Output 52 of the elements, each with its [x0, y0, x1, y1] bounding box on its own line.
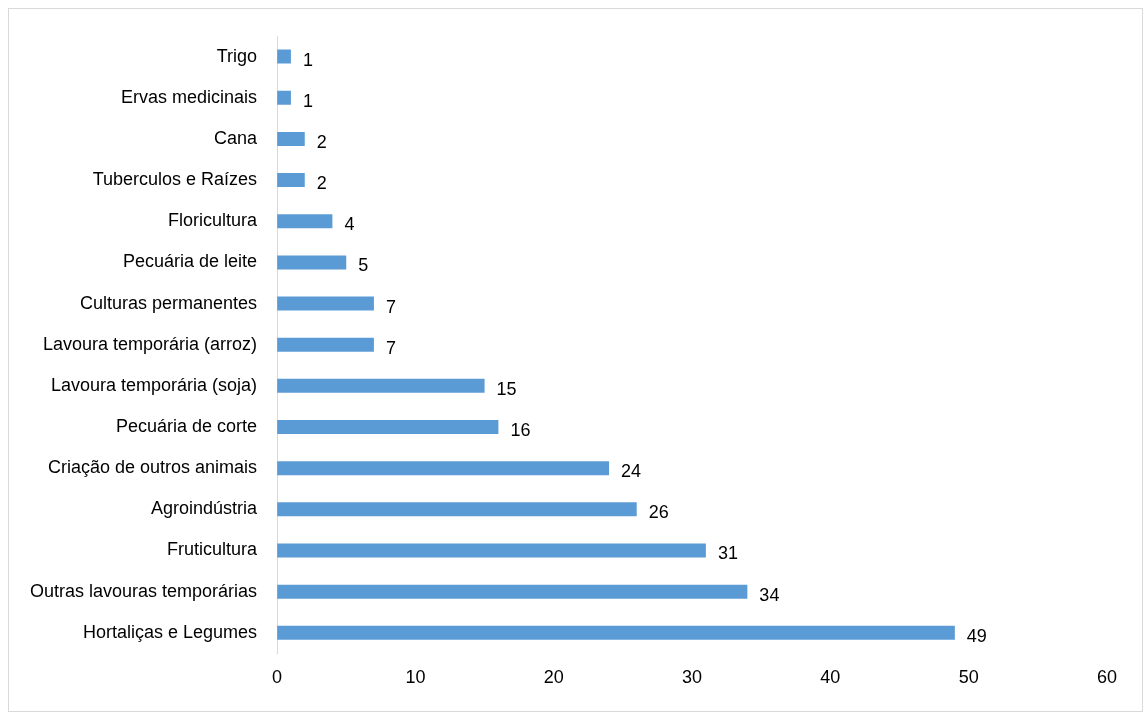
x-tick-label: 60: [1096, 667, 1118, 688]
data-label: 16: [510, 419, 531, 440]
data-label: 7: [385, 296, 396, 317]
bar: [277, 584, 748, 599]
data-label: 26: [648, 502, 669, 523]
data-label: 2: [316, 173, 327, 194]
y-tick-label: Lavoura temporária (arroz): [43, 333, 258, 354]
bar: [277, 420, 499, 435]
data-label: 34: [759, 584, 780, 605]
x-tick-label: 30: [682, 667, 703, 688]
bar: [277, 502, 637, 517]
data-label: 1: [302, 90, 313, 111]
x-tick-label: 40: [820, 667, 841, 688]
data-label: 1: [302, 49, 313, 70]
y-tick-label: Pecuária de leite: [123, 251, 258, 272]
y-tick-label: Fruticultura: [167, 539, 259, 560]
x-tick-label: 10: [405, 667, 426, 688]
data-label: 31: [717, 543, 738, 564]
bar: [277, 378, 485, 393]
y-tick-label: Pecuária de corte: [116, 415, 258, 436]
bar: [277, 461, 610, 476]
y-tick-label: Criação de outros animais: [47, 457, 258, 478]
data-label: 2: [316, 131, 327, 152]
bar: [277, 255, 347, 270]
y-tick-label: Culturas permanentes: [80, 292, 258, 313]
bar: [277, 90, 291, 105]
bar: [277, 337, 374, 352]
data-label: 5: [358, 255, 369, 276]
bar: [277, 296, 374, 311]
data-label: 4: [344, 214, 355, 235]
bar: [277, 173, 305, 188]
y-tick-label: Hortaliças e Legumes: [83, 621, 258, 642]
data-label: 15: [496, 378, 517, 399]
bar: [277, 214, 333, 229]
data-label: 7: [385, 337, 396, 358]
bar: [277, 543, 706, 558]
bar: [277, 131, 305, 146]
bar: [277, 625, 955, 640]
y-tick-label: Outras lavouras temporárias: [30, 580, 258, 601]
y-tick-label: Agroindústria: [151, 498, 259, 519]
y-tick-label: Lavoura temporária (soja): [50, 374, 258, 395]
y-tick-label: Floricultura: [168, 210, 259, 231]
x-tick-label: 0: [272, 667, 283, 688]
x-tick-label: 20: [543, 667, 564, 688]
x-tick-label: 50: [958, 667, 979, 688]
data-label: 24: [621, 461, 642, 482]
bar: [277, 49, 291, 64]
y-tick-label: Tuberculos e Raízes: [92, 169, 258, 190]
y-tick-label: Cana: [214, 127, 259, 148]
y-tick-label: Trigo: [216, 45, 258, 66]
y-tick-label: Ervas medicinais: [121, 86, 258, 107]
data-label: 49: [966, 625, 987, 646]
